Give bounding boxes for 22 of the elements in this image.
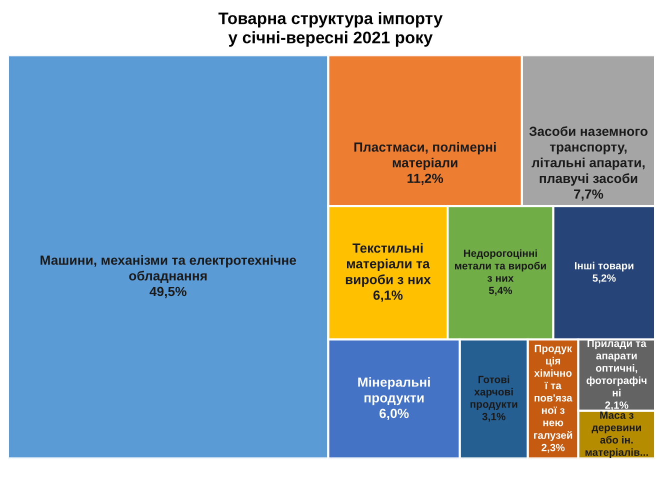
text: Товарна структура імпорту у січні-вересні 2021 року	[218, 12, 443, 47]
category-label: Машини, механізми та електротехнічне обладнання	[40, 255, 296, 284]
data-label: 7,7%	[574, 189, 604, 201]
category-label: Текстильні матеріали та вироби з них	[346, 243, 431, 287]
data-label: 2,3%	[542, 444, 565, 453]
category-label: Засоби наземного транспорту, літальні апарати, плавучі засоби	[529, 126, 648, 186]
data-label: 3,1%	[482, 412, 506, 422]
category-label: Недорогоцінні метали та вироби з них	[455, 249, 546, 282]
data-label: 5,4%	[488, 286, 512, 296]
data-label: 49,5%	[150, 286, 186, 298]
category-label: Пластмаси, полімерні матеріали	[354, 142, 496, 170]
data-label: 6,1%	[373, 290, 403, 302]
data-label: 2,1%	[605, 401, 628, 410]
category-label: Продукція хімічної та пов'язаної з нею галузей	[534, 344, 572, 441]
data-label: 11,2%	[408, 174, 444, 185]
category-label: Маса з деревини або ін. матеріалів...	[585, 412, 648, 458]
category-label: Інші товари	[574, 262, 634, 272]
category-label: Готові харчові продукти	[470, 376, 518, 410]
category-label: Мінеральні продукти	[358, 377, 430, 406]
data-label: 5,2%	[592, 274, 616, 284]
category-label: Прилади та апарати оптичні, фотографічні	[586, 340, 646, 396]
data-label: 6,0%	[380, 408, 409, 420]
